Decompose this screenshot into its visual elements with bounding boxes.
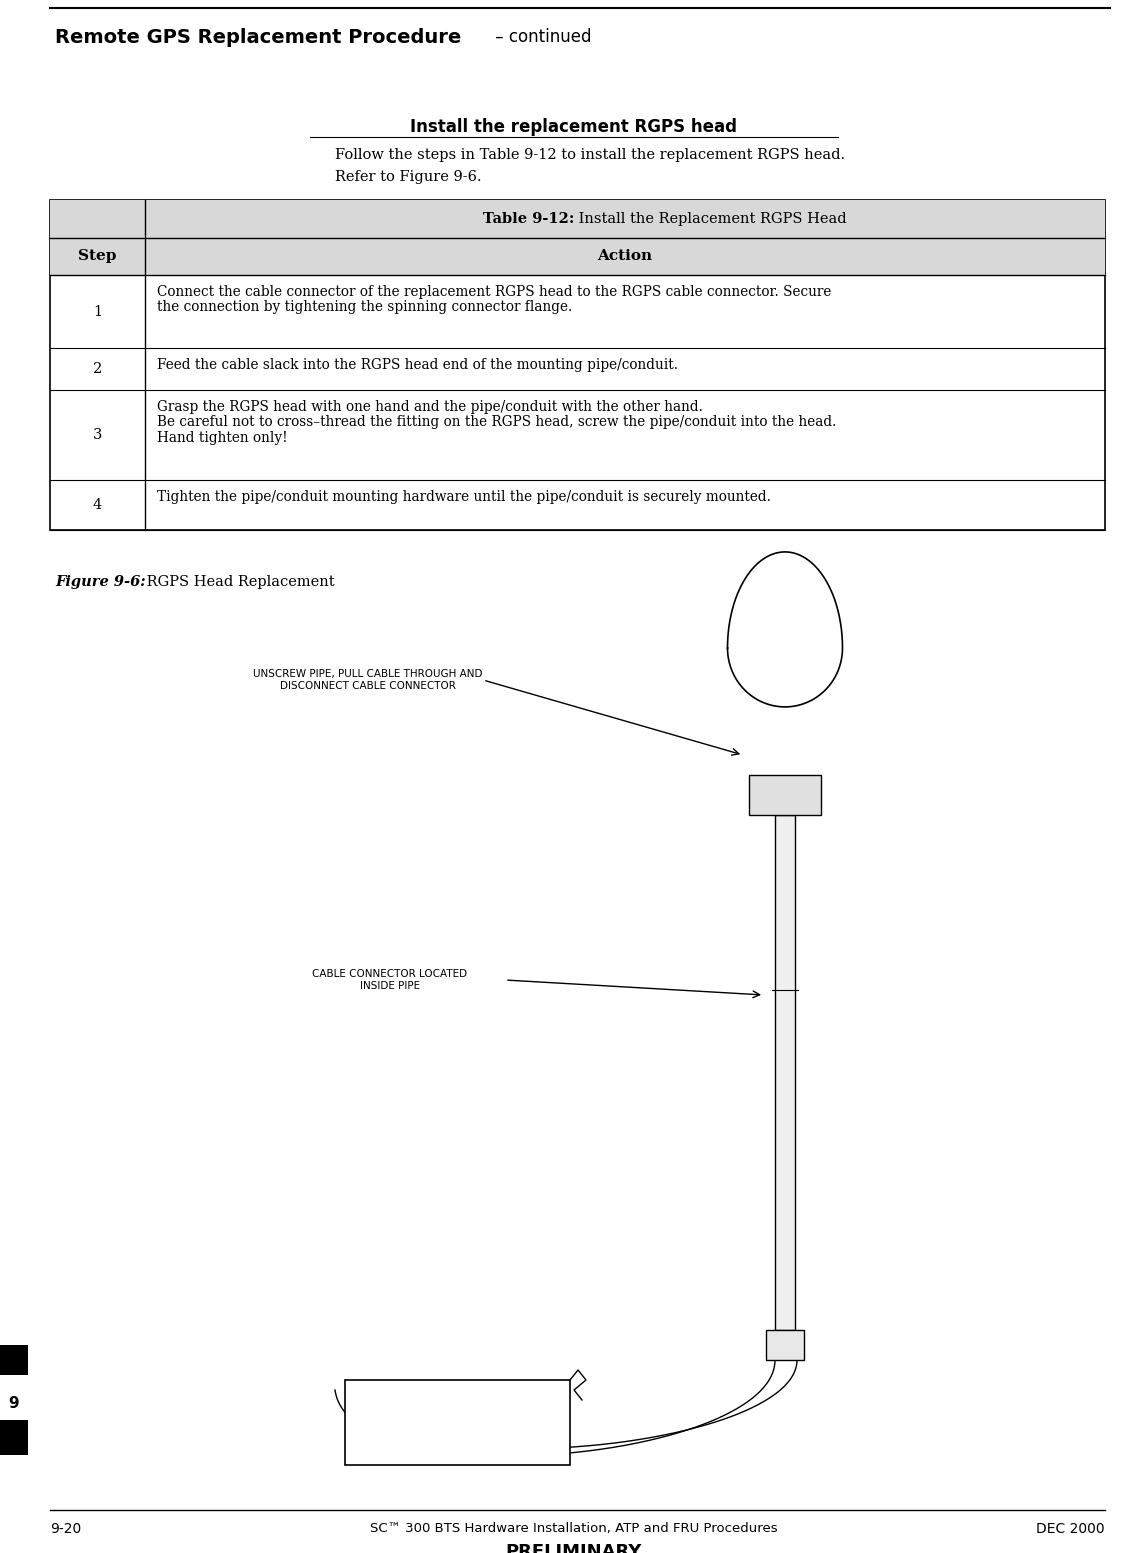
Text: 9-20: 9-20 (51, 1522, 82, 1536)
Text: Action: Action (597, 250, 652, 264)
Text: 9: 9 (9, 1396, 20, 1410)
Text: Remote GPS Replacement Procedure: Remote GPS Replacement Procedure (55, 28, 461, 47)
Text: – continued: – continued (490, 28, 591, 47)
Text: SITE I/O INTERFACE: SITE I/O INTERFACE (401, 1416, 514, 1429)
Text: Grasp the RGPS head with one hand and the pipe/conduit with the other hand.: Grasp the RGPS head with one hand and th… (157, 401, 703, 415)
Text: PRELIMINARY: PRELIMINARY (506, 1544, 642, 1553)
Text: RGPS Head Replacement: RGPS Head Replacement (142, 575, 334, 589)
Bar (51, 200, 1106, 530)
Bar (51, 200, 1106, 238)
Text: Table 9-12:: Table 9-12: (482, 213, 574, 227)
Text: Tighten the pipe/conduit mounting hardware until the pipe/conduit is securely mo: Tighten the pipe/conduit mounting hardwa… (157, 491, 770, 505)
Bar (748, 775, 821, 815)
Bar (346, 1381, 571, 1464)
Text: Follow the steps in Table 9-12 to install the replacement RGPS head.: Follow the steps in Table 9-12 to instal… (335, 148, 845, 162)
Text: Hand tighten only!: Hand tighten only! (157, 432, 288, 446)
Text: CABLE CONNECTOR LOCATED
INSIDE PIPE: CABLE CONNECTOR LOCATED INSIDE PIPE (312, 969, 467, 991)
Text: Install the Replacement RGPS Head: Install the Replacement RGPS Head (574, 213, 846, 227)
Bar (775, 815, 796, 1329)
Text: Connect the cable connector of the replacement RGPS head to the RGPS cable conne: Connect the cable connector of the repla… (157, 286, 831, 300)
Text: 2: 2 (93, 362, 102, 376)
Text: UNSCREW PIPE, PULL CABLE THROUGH AND
DISCONNECT CABLE CONNECTOR: UNSCREW PIPE, PULL CABLE THROUGH AND DIS… (254, 669, 483, 691)
Text: Figure 9-6:: Figure 9-6: (55, 575, 146, 589)
Bar (51, 238, 1106, 275)
Bar (0, 1419, 28, 1455)
Text: 4: 4 (93, 499, 102, 512)
Text: 3: 3 (93, 429, 102, 443)
Text: Refer to Figure 9-6.: Refer to Figure 9-6. (335, 169, 482, 183)
Text: Feed the cable slack into the RGPS head end of the mounting pipe/conduit.: Feed the cable slack into the RGPS head … (157, 359, 678, 373)
Text: 1: 1 (93, 304, 102, 318)
Text: Step: Step (78, 250, 117, 264)
Text: Install the replacement RGPS head: Install the replacement RGPS head (411, 118, 737, 137)
Text: the connection by tightening the spinning connector flange.: the connection by tightening the spinnin… (157, 300, 572, 315)
Text: SC™ 300 BTS Hardware Installation, ATP and FRU Procedures: SC™ 300 BTS Hardware Installation, ATP a… (370, 1522, 778, 1534)
Polygon shape (728, 551, 843, 707)
Bar (0, 1345, 28, 1374)
Bar (766, 1329, 804, 1360)
Text: DEC 2000: DEC 2000 (1037, 1522, 1106, 1536)
Text: Be careful not to cross–thread the fitting on the RGPS head, screw the pipe/cond: Be careful not to cross–thread the fitti… (157, 416, 837, 430)
